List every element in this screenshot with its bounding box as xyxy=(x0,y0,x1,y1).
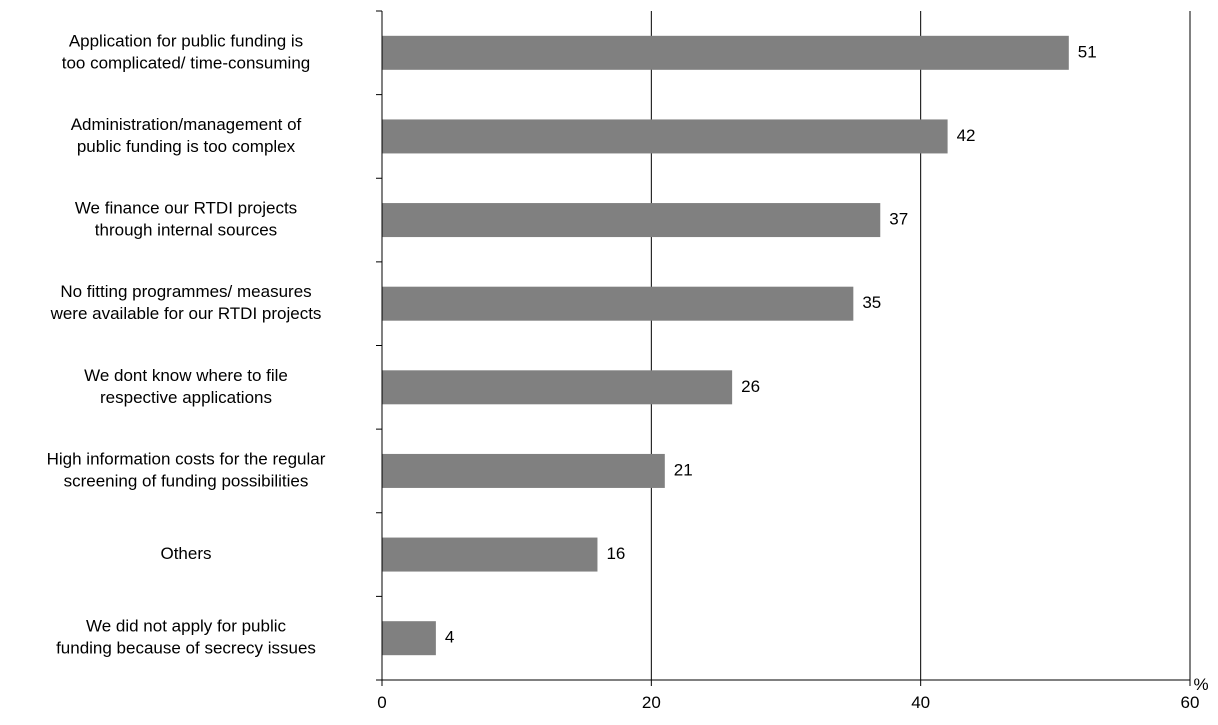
data-label-0: 51 xyxy=(1078,42,1097,61)
axes xyxy=(376,10,1191,686)
data-label-1: 42 xyxy=(957,126,976,145)
data-label-3: 35 xyxy=(862,293,881,312)
bar-4 xyxy=(382,370,733,405)
x-unit-label: % xyxy=(1193,675,1208,694)
bar-3 xyxy=(382,286,854,321)
category-label-0: Application for public funding is too com… xyxy=(62,31,311,72)
bar-5 xyxy=(382,453,665,488)
bar-0 xyxy=(382,35,1069,70)
x-tick-label-2: 40 xyxy=(911,693,930,712)
category-label-2: We finance our RTDI projects through inte… xyxy=(75,199,297,240)
x-tick-label-3: 60 xyxy=(1181,693,1200,712)
data-label-7: 4 xyxy=(445,628,454,647)
category-label-6: Others xyxy=(160,544,211,563)
gridlines xyxy=(650,11,1191,680)
bar-6 xyxy=(382,537,598,572)
x-tick-label-1: 20 xyxy=(642,693,661,712)
category-label-7: We did not apply for public funding becau… xyxy=(56,617,316,658)
bar-1 xyxy=(382,119,948,154)
category-label-1: Administration/management of public fundi… xyxy=(71,115,302,156)
bar-2 xyxy=(382,203,881,238)
category-label-3: No fitting programmes/ measures were avai… xyxy=(50,282,322,323)
labels: 51 Application for public funding is too c… xyxy=(47,31,1209,712)
data-label-5: 21 xyxy=(674,460,693,479)
bars xyxy=(382,35,1069,656)
data-label-4: 26 xyxy=(741,377,760,396)
category-label-5: High information costs for the regular sc… xyxy=(47,449,326,490)
category-label-4: We dont know where to file respective app… xyxy=(84,366,288,407)
bar-7 xyxy=(382,621,436,656)
x-tick-label-0: 0 xyxy=(377,693,386,712)
data-label-2: 37 xyxy=(889,210,908,229)
data-label-6: 16 xyxy=(606,544,625,563)
